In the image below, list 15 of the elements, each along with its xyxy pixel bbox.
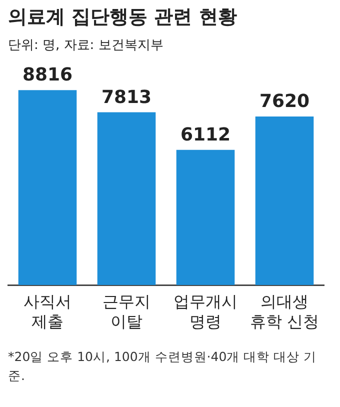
data-label: 7813 <box>101 86 152 108</box>
x-tick-label: 업무개시 명령 <box>174 292 238 332</box>
data-label: 8816 <box>22 64 73 86</box>
x-tick-label: 사직서 제출 <box>24 292 72 332</box>
x-tick-label: 의대생 휴학 신청 <box>250 292 320 332</box>
bar <box>18 90 77 285</box>
bar <box>97 112 156 285</box>
text: *20일 오후 10시, 100개 수련병원·40개 대학 대상 기준. <box>8 348 318 385</box>
chart-title: 의료계 집단행동 관련 현황 <box>8 5 238 30</box>
x-tick-label: 근무지 이탈 <box>102 292 150 332</box>
data-label: 7620 <box>259 91 310 112</box>
chart-subtitle: 단위: 명, 자료: 보건복지부 <box>8 37 164 55</box>
data-label: 6112 <box>180 124 231 146</box>
bar <box>255 116 314 285</box>
bar <box>176 150 235 285</box>
